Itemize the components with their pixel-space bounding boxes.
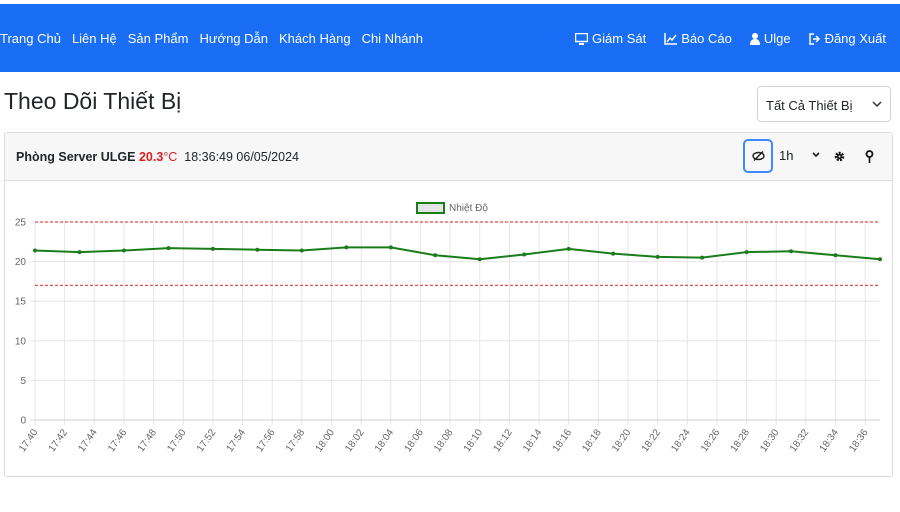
nav-left: Trang Chủ Liên Hệ Sản Phẩm Hướng Dẫn Khá… (0, 31, 423, 46)
monitor-icon (575, 32, 589, 45)
data-point (344, 245, 349, 250)
data-point (655, 254, 660, 259)
nav-item[interactable]: Ulge (749, 31, 791, 46)
x-tick-label: 18:04 (373, 427, 397, 454)
select-text: Tất Cả Thiết Bị (766, 98, 853, 113)
nav-link[interactable]: Sản Phẩm (127, 31, 189, 46)
x-tick-label: 18:32 (788, 427, 812, 454)
x-tick-label: 18:16 (551, 427, 575, 454)
device-select[interactable]: Tất Cả Thiết Bị (757, 86, 891, 122)
data-point (121, 248, 126, 253)
pin-icon[interactable] (865, 150, 874, 163)
page-title: Theo Dõi Thiết Bị (4, 88, 182, 114)
y-tick-label: 15 (15, 297, 27, 308)
x-tick-label: 18:14 (521, 427, 545, 454)
chart: 0 5 10 15 20 25 17:40 17:42 17:44 17:46 17:48 17:50… (15, 202, 882, 454)
data-point (166, 246, 171, 251)
x-tick-label: 17:54 (225, 427, 249, 454)
x-tick-label: 17:50 (165, 427, 189, 454)
device-name: Phòng Server ULGE (16, 150, 136, 164)
data-point (433, 253, 438, 258)
card-header: Phòng Server ULGE 20.3°C 18:36:49 06/05/… (5, 133, 892, 181)
data-point (833, 253, 838, 258)
temperature: 20.3 (138, 150, 164, 164)
x-tick-label: 18:18 (580, 427, 604, 454)
x-tick-label: 18:00 (314, 427, 338, 454)
legend-label: Nhiệt Độ (449, 203, 488, 214)
data-point (210, 246, 215, 251)
navbar: Trang Chủ Liên Hệ Sản Phẩm Hướng Dẫn Khá… (0, 4, 900, 72)
x-tick-label: 17:40 (17, 427, 41, 454)
data-point (611, 251, 616, 256)
data-point (878, 257, 882, 262)
x-tick-label: 17:46 (106, 427, 130, 454)
nav-item[interactable]: Báo Cáo (664, 31, 732, 46)
eye-slash-icon (752, 151, 765, 161)
x-tick-label: 18:28 (729, 427, 753, 454)
nav-link[interactable]: Đăng Xuất (824, 31, 886, 46)
data-point (522, 252, 527, 257)
x-tick-label: 18:36 (847, 427, 871, 454)
device-card: Phòng Server ULGE 20.3°C 18:36:49 06/05/… (4, 132, 893, 477)
x-tick-label: 18:24 (669, 427, 693, 454)
x-tick-label: 18:08 (432, 427, 456, 454)
nav-link[interactable]: Hướng Dẫn (199, 31, 268, 46)
y-tick-label: 25 (15, 218, 27, 229)
nav-link[interactable]: Giám Sát (592, 31, 647, 46)
x-tick-label: 17:48 (136, 427, 160, 454)
nav-link[interactable]: Báo Cáo (681, 31, 732, 46)
range-select[interactable]: 1h (779, 148, 793, 163)
nav-link[interactable]: Khách Hàng (279, 31, 351, 46)
data-point (77, 250, 82, 255)
line-series (34, 246, 881, 261)
data-point (789, 249, 794, 254)
data-point (477, 257, 482, 262)
legend-swatch (416, 202, 445, 214)
x-tick-label: 18:26 (699, 427, 723, 454)
x-tick-label: 17:44 (76, 427, 100, 454)
x-tick-label: 18:02 (343, 427, 367, 454)
x-tick-label: 17:56 (254, 427, 278, 454)
x-tick-label: 18:10 (462, 427, 486, 454)
data-point (744, 250, 749, 255)
data-point (33, 248, 37, 253)
gear-icon[interactable] (834, 151, 845, 162)
temperature-unit: °C (163, 150, 178, 164)
nav-right: Giám Sát Báo Cáo Ulge Đăng Xuất (575, 31, 886, 46)
data-point (388, 245, 393, 250)
nav-item[interactable]: Giám Sát (575, 31, 646, 46)
chart-icon (664, 32, 678, 45)
data-point (255, 247, 260, 252)
nav-link[interactable]: Chi Nhánh (361, 31, 423, 46)
select-text: 1h (779, 148, 794, 163)
x-tick-label: 18:06 (403, 427, 427, 454)
y-tick-label: 5 (20, 376, 26, 387)
chevron (872, 101, 882, 108)
y-tick-label: 0 (20, 416, 26, 427)
nav-link[interactable]: Trang Chủ (0, 31, 61, 46)
x-tick-label: 18:22 (640, 427, 664, 454)
x-tick-label: 17:58 (284, 427, 308, 454)
nav-item[interactable]: Đăng Xuất (808, 31, 886, 46)
x-tick-label: 18:34 (818, 427, 842, 454)
chevron (812, 152, 820, 158)
y-tick-label: 10 (15, 336, 27, 347)
timestamp: 18:36:49 06/05/2024 (184, 150, 299, 164)
nav-link[interactable]: Liên Hệ (71, 31, 117, 46)
x-tick-label: 17:42 (47, 427, 71, 454)
data-point (700, 255, 705, 260)
x-tick-label: 18:30 (758, 427, 782, 454)
x-tick-label: 18:20 (610, 427, 634, 454)
user-icon (749, 32, 760, 45)
visibility-button[interactable] (743, 139, 773, 173)
data-point (299, 248, 304, 253)
y-tick-label: 20 (15, 257, 27, 268)
data-point (566, 246, 571, 251)
device-info: Phòng Server ULGE 20.3°C 18:36:49 06/05/… (16, 150, 299, 164)
x-tick-label: 18:12 (491, 427, 515, 454)
logout-icon (808, 32, 820, 45)
nav-link[interactable]: Ulge (763, 31, 791, 46)
x-tick-label: 17:52 (195, 427, 219, 454)
